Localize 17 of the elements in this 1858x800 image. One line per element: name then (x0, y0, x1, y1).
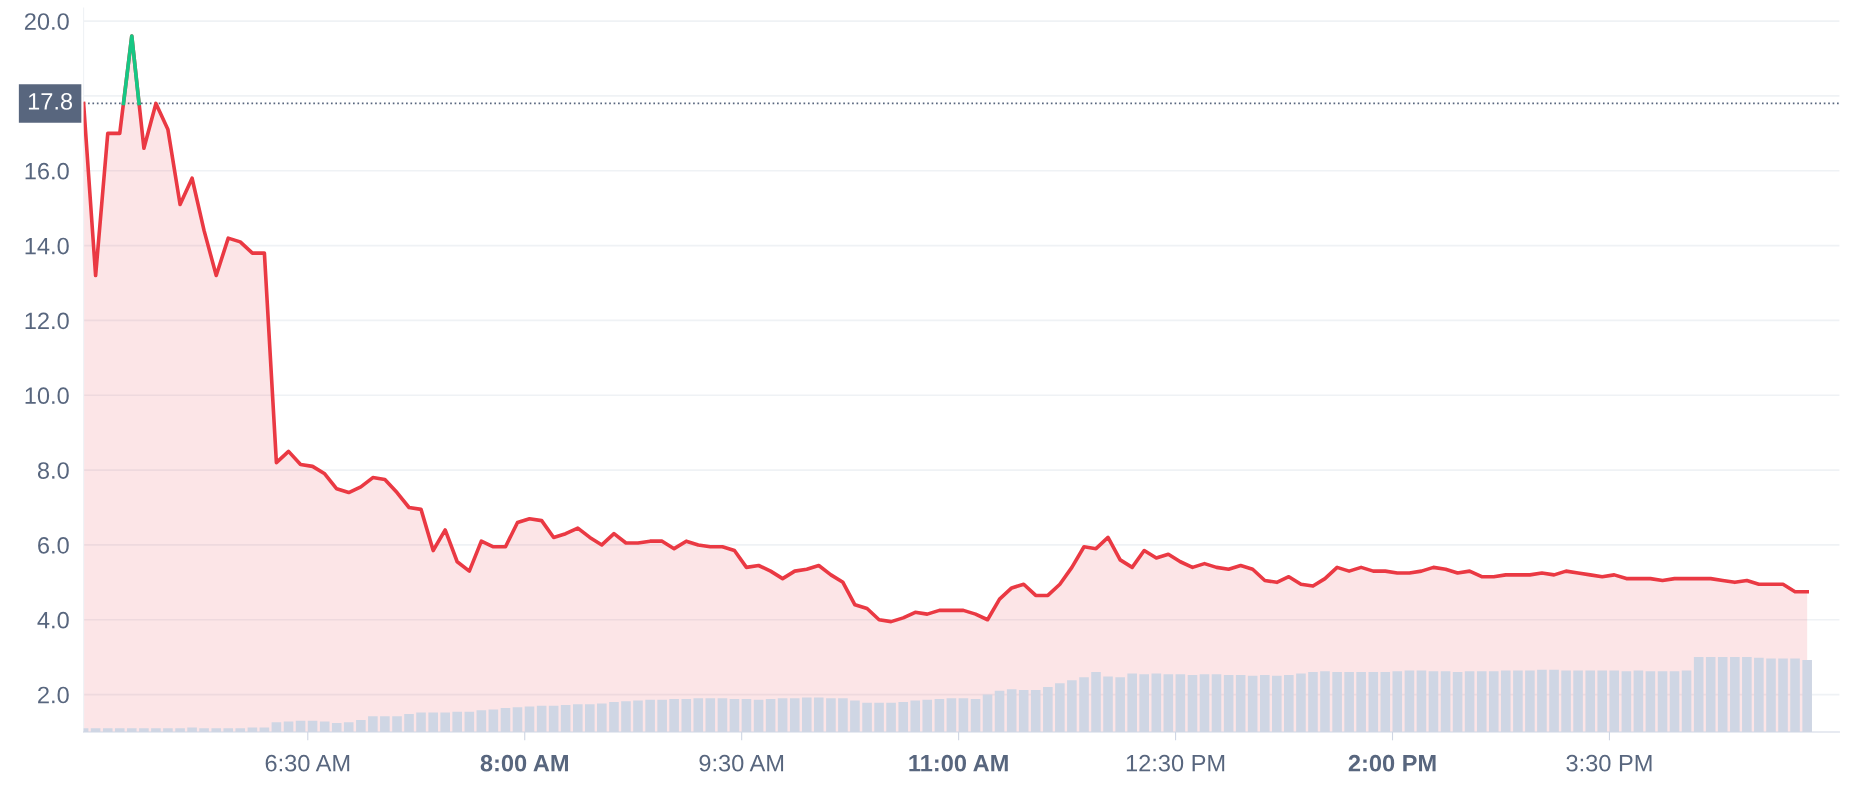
y-tick-label: 14.0 (25, 237, 69, 255)
x-tick-label: 3:30 PM (1566, 754, 1652, 772)
ref-line-label: 17.8 (28, 93, 73, 110)
y-tick-label: 16.0 (25, 162, 69, 180)
y-tick-label: 2.0 (38, 686, 69, 704)
y-tick-label: 20.0 (24, 13, 69, 30)
y-tick-label: 12.0 (25, 312, 69, 330)
y-tick-label: 8.0 (37, 462, 69, 479)
x-tick-label: 9:30 AM (699, 754, 784, 772)
x-tick-label: 11:00 AM (909, 754, 1008, 772)
y-tick-label: 4.0 (37, 611, 69, 629)
x-tick-label: 6:30 AM (265, 754, 350, 772)
x-tick-label: 12:30 PM (1126, 754, 1225, 772)
y-tick-label: 6.0 (38, 536, 69, 554)
x-tick-label: 2:00 PM (1348, 754, 1436, 772)
y-tick-label: 10.0 (25, 387, 69, 405)
x-tick-label: 8:00 AM (480, 754, 568, 772)
